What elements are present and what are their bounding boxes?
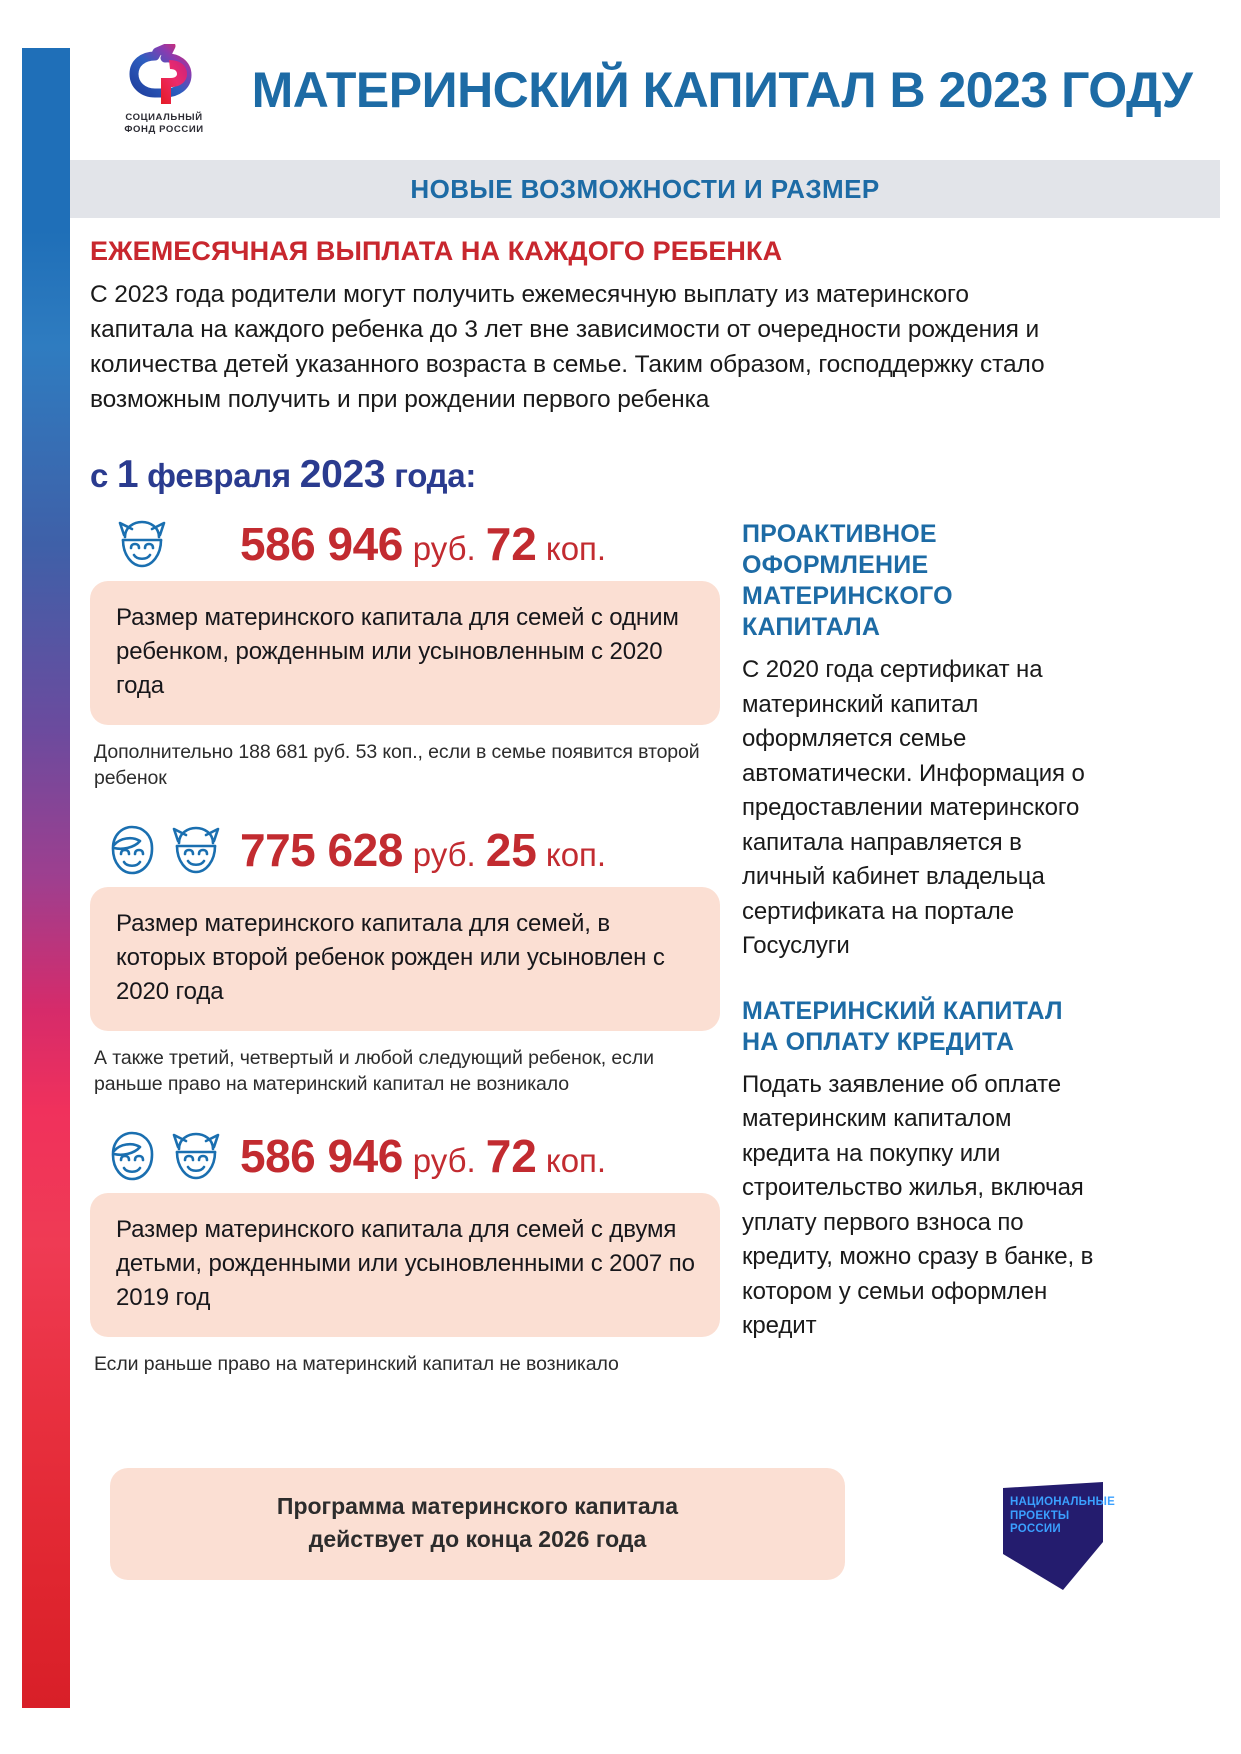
amount-row: 586 946 руб. 72 коп.	[90, 1123, 720, 1189]
description-box: Размер материнского капитала для семей с…	[90, 1193, 720, 1337]
description-text: Размер материнского капитала для семей, …	[116, 910, 665, 1005]
sfr-logo: СОЦИАЛЬНЫЙ ФОНД РОССИИ	[98, 44, 230, 136]
amount-rubles: 775 628	[240, 824, 403, 876]
amount-kop-unit: коп.	[545, 836, 607, 873]
description-text: Размер материнского капитала для семей с…	[116, 1216, 695, 1311]
date-prefix: с	[90, 457, 117, 494]
program-duration-line-1: Программа материнского капитала	[276, 1493, 679, 1519]
description-box: Размер материнского капитала для семей, …	[90, 887, 720, 1031]
amount-value: 586 946 руб. 72 коп.	[240, 517, 606, 571]
logo-caption-line-2: ФОНД РОССИИ	[124, 124, 204, 135]
date-suffix: года:	[385, 457, 477, 494]
girl-face-icon	[172, 1132, 220, 1180]
amount-note: Если раньше право на материнский капитал…	[94, 1353, 619, 1375]
icon-group	[90, 1127, 240, 1185]
description-text: Размер материнского капитала для семей с…	[116, 604, 679, 699]
amount-note: А также третий, четвертый и любой следую…	[94, 1047, 654, 1095]
logo-caption-line-1: СОЦИАЛЬНЫЙ	[125, 112, 203, 123]
date-day: 1	[116, 453, 139, 496]
np-line-2: ПРОЕКТЫ	[1010, 1509, 1070, 1522]
amount-rub-unit: руб.	[412, 836, 476, 873]
left-column: 586 946 руб. 72 коп. Размер материнского…	[90, 511, 720, 1403]
amount-kopecks: 72	[485, 1130, 537, 1182]
subtitle-text: НОВЫЕ ВОЗМОЖНОСТИ И РАЗМЕР	[410, 173, 880, 204]
two-column-layout: 586 946 руб. 72 коп. Размер материнского…	[90, 511, 1190, 1403]
left-gradient-bar	[22, 48, 70, 1708]
program-duration-line-2: действует до конца 2026 года	[308, 1526, 647, 1552]
national-projects-logo: НАЦИОНАЛЬНЫЕ ПРОЕКТЫ РОССИИ	[999, 1482, 1159, 1594]
header: СОЦИАЛЬНЫЙ ФОНД РОССИИ МАТЕРИНСКИЙ КАПИТ…	[70, 20, 1220, 160]
section-text-credit: Подать заявление об оплате материнским к…	[742, 1070, 1094, 1340]
date-year: 2023	[299, 453, 386, 496]
effective-date: с 1 февраля 2023 года:	[90, 453, 1190, 497]
amount-kopecks: 25	[485, 824, 537, 876]
date-month: февраля	[138, 457, 300, 494]
subtitle-band: НОВЫЕ ВОЗМОЖНОСТИ И РАЗМЕР	[70, 160, 1220, 218]
amount-row: 775 628 руб. 25 коп.	[90, 817, 720, 883]
amount-rubles: 586 946	[240, 1130, 403, 1182]
amount-rub-unit: руб.	[412, 1142, 476, 1179]
intro-heading: ЕЖЕМЕСЯЧНАЯ ВЫПЛАТА НА КАЖДОГО РЕБЕНКА	[90, 236, 783, 266]
amount-kop-unit: коп.	[545, 530, 607, 567]
amount-note: Дополнительно 188 681 руб. 53 коп., если…	[94, 741, 700, 789]
section-heading-credit: МАТЕРИНСКИЙ КАПИТАЛ НА ОПЛАТУ КРЕДИТА	[742, 996, 1063, 1056]
section-heading-proactive: ПРОАКТИВНОЕ ОФОРМЛЕНИЕ МАТЕРИНСКОГО КАПИ…	[742, 520, 953, 641]
np-line-3: РОССИИ	[1010, 1523, 1061, 1535]
amount-kop-unit: коп.	[545, 1142, 607, 1179]
program-duration-box: Программа материнского капитала действуе…	[110, 1468, 845, 1580]
amount-kopecks: 72	[485, 518, 537, 570]
sfr-logo-mark	[129, 44, 192, 104]
intro-section: ЕЖЕМЕСЯЧНАЯ ВЫПЛАТА НА КАЖДОГО РЕБЕНКА С…	[90, 236, 1050, 417]
boy-face-icon	[111, 1131, 154, 1181]
footer: Программа материнского капитала действуе…	[110, 1468, 1200, 1594]
amount-rub-unit: руб.	[412, 530, 476, 567]
sfr-logo-caption: СОЦИАЛЬНЫЙ ФОНД РОССИИ	[124, 112, 203, 136]
boy-face-icon	[111, 825, 154, 875]
description-box: Размер материнского капитала для семей с…	[90, 581, 720, 725]
amount-value: 775 628 руб. 25 коп.	[240, 823, 606, 877]
national-projects-logo-shape	[1003, 1482, 1103, 1590]
girl-face-icon	[118, 520, 166, 568]
amount-row: 586 946 руб. 72 коп.	[90, 511, 720, 577]
page-title: МАТЕРИНСКИЙ КАПИТАЛ В 2023 ГОДУ	[251, 62, 1193, 118]
amount-rubles: 586 946	[240, 518, 403, 570]
girl-face-icon	[172, 826, 220, 874]
icon-group	[90, 515, 240, 573]
national-projects-logo-text: НАЦИОНАЛЬНЫЕ ПРОЕКТЫ РОССИИ	[1010, 1496, 1115, 1537]
intro-text: С 2023 года родители могут получить ежем…	[90, 281, 1045, 413]
right-column: ПРОАКТИВНОЕ ОФОРМЛЕНИЕ МАТЕРИНСКОГО КАПИ…	[742, 511, 1097, 1403]
amount-value: 586 946 руб. 72 коп.	[240, 1129, 606, 1183]
icon-group	[90, 821, 240, 879]
section-text-proactive: С 2020 года сертификат на материнский ка…	[742, 656, 1085, 959]
np-line-1: НАЦИОНАЛЬНЫЕ	[1010, 1496, 1115, 1508]
